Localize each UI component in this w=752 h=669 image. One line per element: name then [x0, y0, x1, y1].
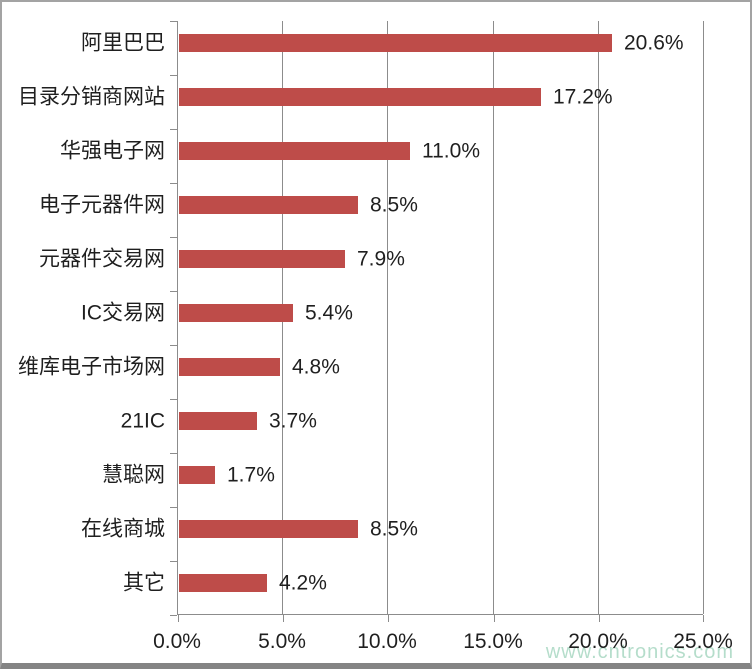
category-axis-tick	[170, 237, 177, 238]
value-axis-tick	[703, 615, 704, 622]
x-axis-tick-label: 15.0%	[463, 630, 523, 653]
bar	[179, 466, 215, 484]
bar-value-label: 20.6%	[624, 31, 684, 55]
bar-value-label: 3.7%	[269, 409, 317, 433]
gridline	[597, 21, 599, 614]
gridline	[387, 21, 389, 614]
value-axis-tick	[283, 615, 284, 622]
category-axis-tick	[170, 453, 177, 454]
category-label: 华强电子网	[60, 139, 165, 163]
category-axis-tick	[170, 399, 177, 400]
bar-value-label: 8.5%	[370, 517, 418, 541]
bar-value-label: 11.0%	[422, 139, 480, 163]
category-label: 维库电子市场网	[18, 355, 165, 379]
x-axis-tick-label: 0.0%	[153, 630, 201, 653]
x-axis-tick-label: 10.0%	[357, 630, 417, 653]
category-label: 电子元器件网	[39, 193, 165, 217]
bar-value-label: 8.5%	[370, 193, 418, 217]
category-label: 目录分销商网站	[18, 85, 165, 109]
category-label: 其它	[123, 571, 165, 595]
bar	[179, 304, 293, 322]
category-label: 21IC	[120, 409, 165, 433]
x-axis-tick-label: 20.0%	[568, 630, 628, 653]
x-axis-tick-label: 25.0%	[673, 630, 733, 653]
value-axis-tick	[178, 615, 179, 622]
value-axis-tick	[494, 615, 495, 622]
category-label: 阿里巴巴	[81, 31, 165, 55]
value-axis-tick	[388, 615, 389, 622]
bar-value-label: 17.2%	[553, 85, 613, 109]
bar	[179, 358, 280, 376]
category-axis-tick	[170, 21, 177, 22]
bar	[179, 88, 541, 106]
category-label: 元器件交易网	[39, 247, 165, 271]
category-axis-tick	[170, 75, 177, 76]
bar	[179, 412, 257, 430]
bar-value-label: 1.7%	[227, 463, 275, 487]
category-axis-tick	[170, 507, 177, 508]
category-axis-tick	[170, 291, 177, 292]
bar-value-label: 4.8%	[292, 355, 340, 379]
bar	[179, 142, 410, 160]
bar-value-label: 7.9%	[357, 247, 405, 271]
category-label: 慧聪网	[102, 463, 165, 487]
x-axis-tick-label: 5.0%	[258, 630, 306, 653]
category-axis-tick	[170, 561, 177, 562]
bar	[179, 196, 358, 214]
bar	[179, 520, 358, 538]
bar	[179, 574, 267, 592]
category-axis-tick	[170, 183, 177, 184]
plot-area: 20.6% 17.2% 11.0% 8.5% 7.9% 5.4% 4.8% 3.7% 1.7% 8…	[170, 21, 704, 622]
category-label: IC交易网	[81, 301, 165, 325]
bar-value-label: 4.2%	[279, 571, 327, 595]
bar-value-label: 5.4%	[305, 301, 353, 325]
category-axis-tick	[170, 129, 177, 130]
bar	[179, 34, 612, 52]
category-axis-tick	[170, 615, 177, 616]
category-label: 在线商城	[81, 517, 165, 541]
category-axis-tick	[170, 345, 177, 346]
gridline	[703, 21, 704, 614]
gridline	[492, 21, 494, 614]
value-axis-tick	[599, 615, 600, 622]
bar	[179, 250, 345, 268]
